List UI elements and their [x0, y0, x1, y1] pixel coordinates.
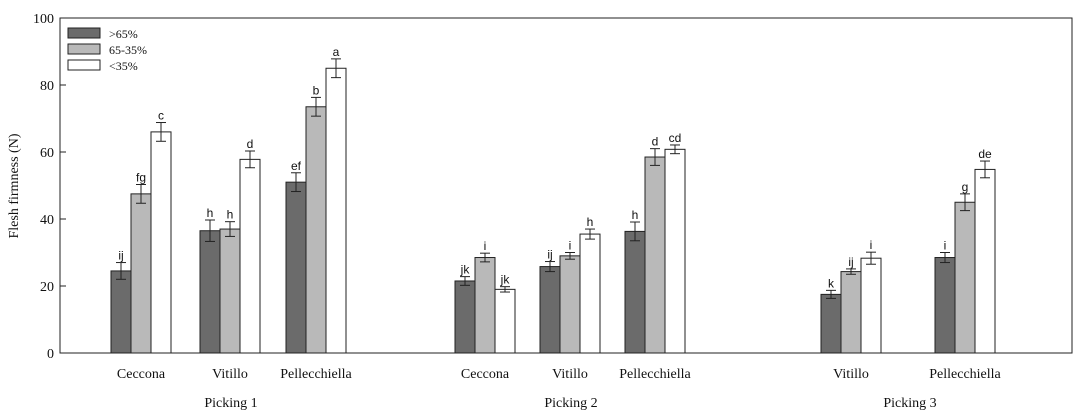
bar [860, 257, 882, 354]
bar [539, 266, 561, 354]
significance-letter: i [484, 239, 487, 253]
bar [934, 257, 956, 354]
x-category-label: Ceccona [461, 367, 510, 382]
bar [579, 233, 601, 354]
y-tick-label: 100 [33, 12, 54, 27]
significance-letter: i [870, 238, 873, 252]
bar [974, 168, 996, 354]
significance-letter: ij [848, 255, 853, 269]
significance-letter: de [978, 147, 992, 161]
x-category-label: Vitillo [552, 367, 588, 382]
significance-letter: d [652, 135, 659, 149]
bar [199, 230, 221, 354]
x-category-label: Vitillo [833, 367, 869, 382]
x-category-label: Ceccona [117, 367, 166, 382]
x-category-label: Pellecchiella [929, 367, 1001, 382]
bar [305, 106, 327, 354]
significance-letter: fg [136, 170, 146, 184]
y-tick-label: 80 [40, 79, 54, 94]
bar [474, 257, 496, 354]
legend-swatch [67, 27, 101, 39]
significance-letter: jk [460, 263, 471, 277]
significance-letter: h [587, 215, 594, 229]
significance-letter: a [333, 45, 340, 59]
y-tick-label: 40 [40, 213, 54, 228]
significance-letter: ij [118, 249, 123, 263]
significance-letter: g [962, 180, 969, 194]
significance-letter: h [632, 208, 639, 222]
bar [325, 67, 347, 354]
significance-letter: cd [669, 131, 682, 145]
bar [494, 288, 516, 354]
legend-label: >65% [109, 27, 138, 41]
significance-letter: c [158, 109, 164, 123]
legend-swatch [67, 59, 101, 71]
bar [559, 255, 581, 354]
significance-letter: i [569, 239, 572, 253]
significance-letter: b [313, 83, 320, 97]
significance-letter: h [207, 206, 214, 220]
y-tick-label: 0 [47, 347, 54, 362]
bar [454, 280, 476, 354]
significance-letter: d [247, 137, 254, 151]
legend-swatch [67, 43, 101, 55]
significance-letter: ef [291, 159, 302, 173]
x-group-label: Picking 2 [544, 396, 597, 411]
bar [110, 270, 132, 354]
x-category-label: Pellecchiella [280, 367, 352, 382]
significance-letter: k [828, 276, 835, 290]
y-tick-label: 20 [40, 280, 54, 295]
y-axis-label: Flesh firmness (N) [7, 133, 22, 238]
x-category-label: Pellecchiella [619, 367, 691, 382]
legend-label: 65-35% [109, 43, 147, 57]
bar [130, 193, 152, 354]
significance-letter: h [227, 208, 234, 222]
significance-letter: ij [547, 248, 552, 262]
bar [664, 148, 686, 354]
bar [840, 271, 862, 354]
bar [219, 228, 241, 354]
x-group-label: Picking 3 [883, 396, 936, 411]
x-group-label: Picking 1 [204, 396, 257, 411]
significance-letter: i [944, 239, 947, 253]
bar [954, 201, 976, 354]
x-category-label: Vitillo [212, 367, 248, 382]
y-tick-label: 60 [40, 146, 54, 161]
bar [624, 230, 646, 354]
bar [239, 158, 261, 354]
bar [644, 156, 666, 354]
significance-letter: jk [500, 273, 511, 287]
legend-label: <35% [109, 59, 138, 73]
bar [150, 131, 172, 354]
bar [285, 181, 307, 354]
bar [820, 293, 842, 354]
